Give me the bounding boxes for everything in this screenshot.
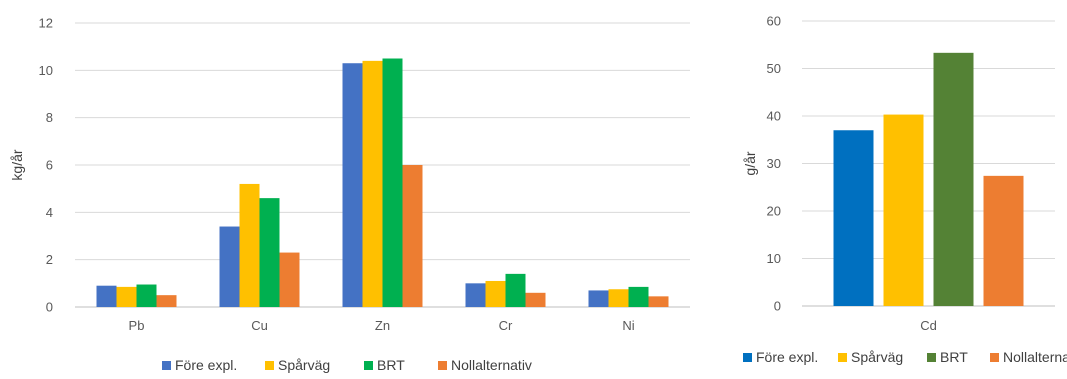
bar [362, 60, 383, 307]
legend-swatch [364, 361, 373, 370]
bar [525, 292, 546, 307]
legend-label: Nollalternativ [451, 357, 532, 373]
y-tick-label: 10 [39, 63, 53, 78]
bar [342, 63, 363, 307]
metals-chart: 0 2 4 6 8 10 12 kg/år Pb Cu Zn Cr Ni Före expl. Spårvä… [9, 16, 690, 373]
bar [116, 286, 137, 307]
bar [933, 52, 974, 307]
bar [219, 226, 240, 307]
bar [628, 286, 649, 307]
category-label: Cd [920, 318, 937, 333]
bar [588, 290, 609, 307]
y-tick-label: 10 [767, 251, 781, 266]
legend-swatch [927, 353, 936, 362]
legend-swatch [438, 361, 447, 370]
legend-label: BRT [940, 349, 968, 365]
y-tick-label: 12 [39, 16, 53, 31]
bar [259, 198, 280, 307]
legend-label: BRT [377, 357, 405, 373]
category-label: Cu [251, 318, 268, 333]
bar [485, 280, 506, 307]
bar [96, 285, 117, 307]
y-axis-title: g/år [742, 151, 758, 175]
y-tick-label: 20 [767, 204, 781, 219]
bar [279, 252, 300, 307]
legend-label: Nollalternativ [1003, 349, 1067, 365]
category-label: Cr [499, 318, 513, 333]
bar [833, 130, 874, 306]
bar [239, 183, 260, 307]
legend-swatch [162, 361, 171, 370]
bar [136, 284, 157, 307]
y-tick-label: 8 [46, 110, 53, 125]
category-label: Ni [622, 318, 634, 333]
legend-label: Före expl. [175, 357, 237, 373]
y-tick-label: 0 [774, 299, 781, 314]
cadmium-chart: 0 10 20 30 40 50 60 g/år Cd Före expl. Spårväg BRT N… [742, 14, 1067, 366]
category-label: Pb [129, 318, 145, 333]
legend-swatch [743, 353, 752, 362]
y-tick-label: 60 [767, 14, 781, 29]
bar [402, 165, 423, 307]
y-tick-label: 40 [767, 109, 781, 124]
bar [883, 114, 924, 306]
y-tick-label: 0 [46, 300, 53, 315]
bar [505, 273, 526, 307]
legend-label: Spårväg [851, 349, 903, 365]
bar [648, 296, 669, 307]
bar [382, 58, 403, 307]
y-tick-label: 2 [46, 252, 53, 267]
bar [983, 175, 1024, 306]
legend-swatch [838, 353, 847, 362]
y-tick-label: 6 [46, 158, 53, 173]
legend-swatch [265, 361, 274, 370]
bar [608, 289, 629, 307]
legend-label: Spårväg [278, 357, 330, 373]
legend-label: Före expl. [756, 349, 818, 365]
bar [465, 283, 486, 307]
y-tick-label: 50 [767, 61, 781, 76]
y-tick-label: 4 [46, 205, 53, 220]
y-tick-label: 30 [767, 156, 781, 171]
category-label: Zn [375, 318, 390, 333]
legend-swatch [990, 353, 999, 362]
bar [156, 295, 177, 307]
y-axis-title: kg/år [9, 149, 25, 180]
